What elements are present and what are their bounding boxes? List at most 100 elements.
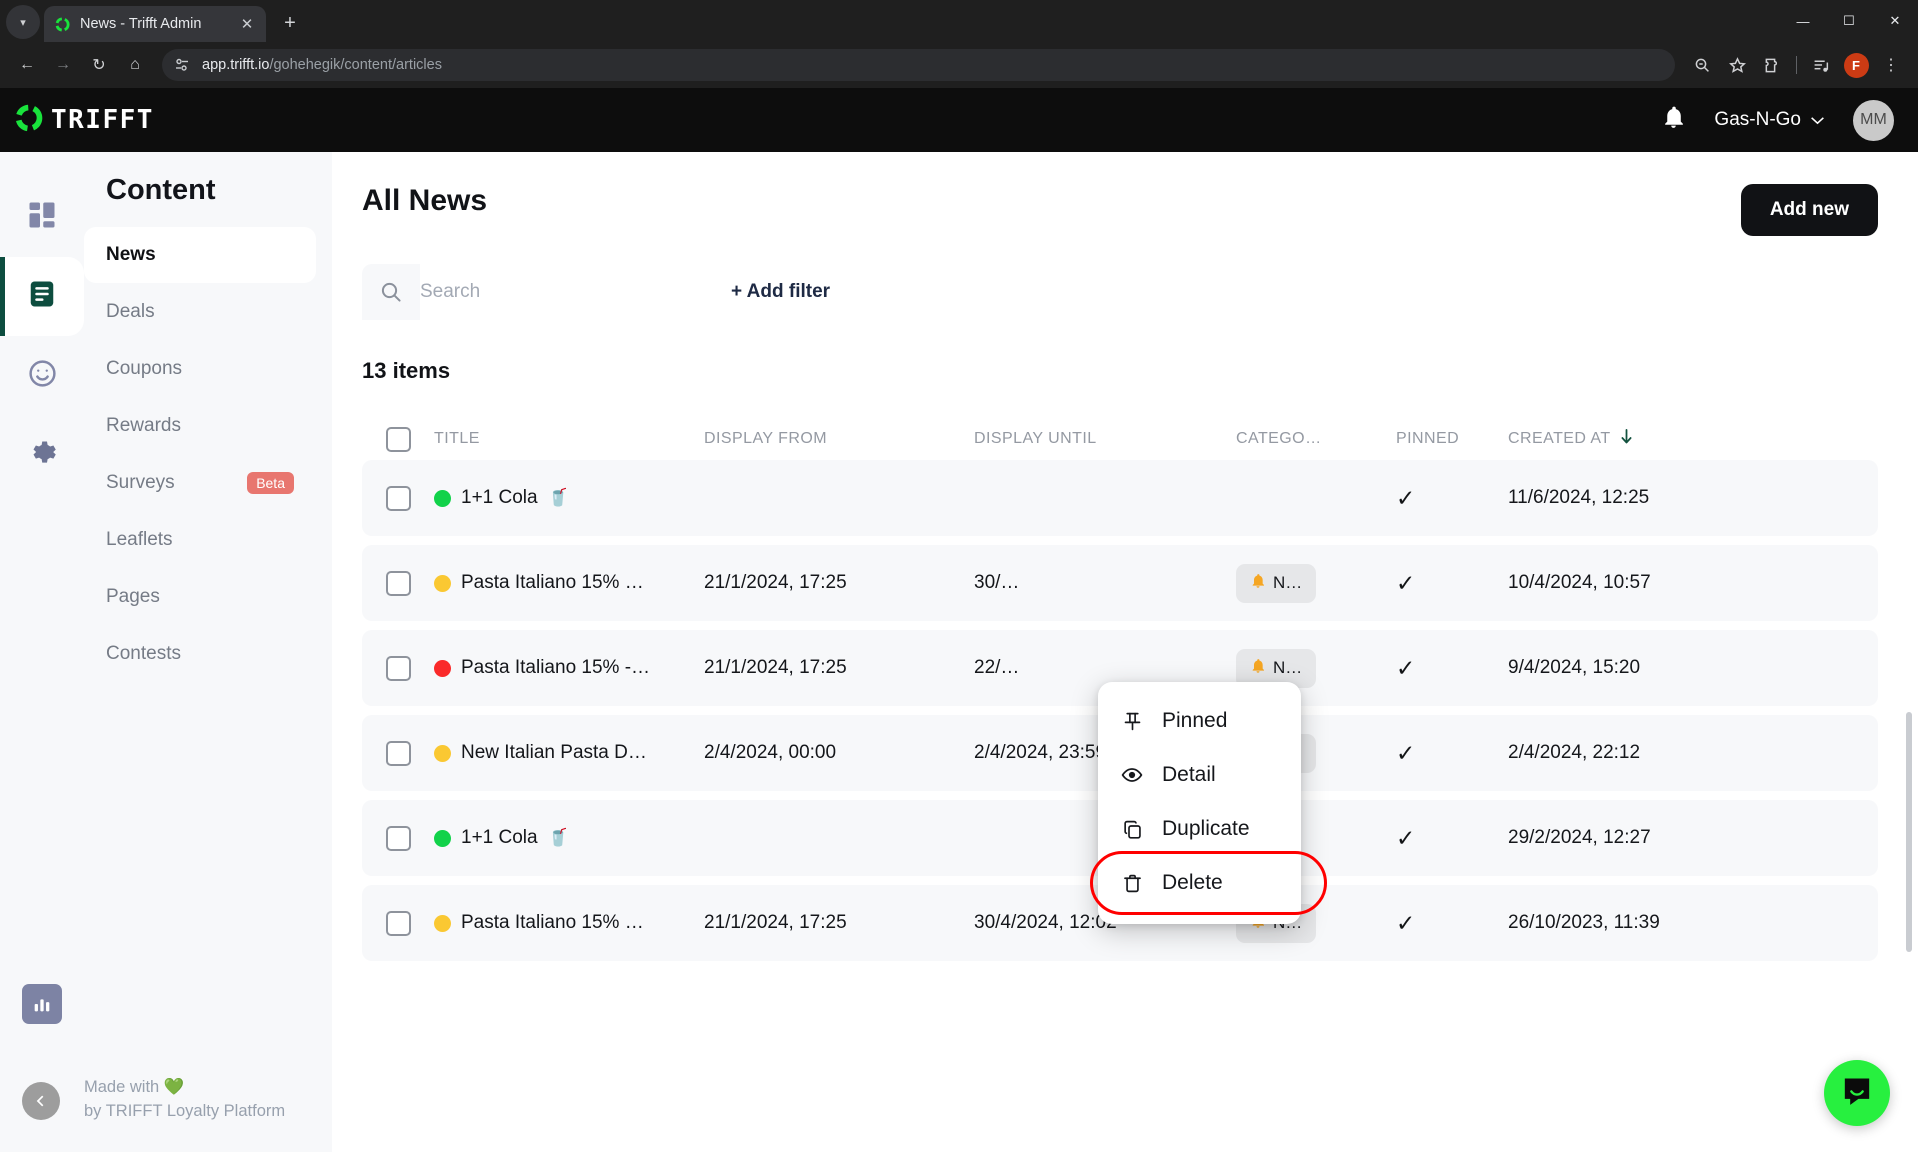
- context-menu-item-pinned[interactable]: Pinned: [1098, 694, 1301, 748]
- sidebar-item-pages[interactable]: Pages: [84, 569, 316, 625]
- row-checkbox[interactable]: [386, 910, 411, 936]
- column-header-title[interactable]: TITLE: [434, 430, 480, 447]
- rail-item-dashboard[interactable]: [0, 178, 84, 257]
- sidebar-item-leaflets[interactable]: Leaflets: [84, 512, 316, 568]
- column-header-created-at[interactable]: CREATED AT: [1508, 428, 1878, 450]
- home-icon[interactable]: ⌂: [130, 56, 140, 73]
- extensions-icon[interactable]: [1755, 48, 1789, 82]
- content-icon: [27, 279, 57, 314]
- row-checkbox[interactable]: [386, 825, 411, 851]
- sidebar-item-label: Rewards: [106, 415, 181, 436]
- avatar[interactable]: MM: [1853, 99, 1894, 141]
- sidebar-footer: Made with 💚 by TRIFFT Loyalty Platform: [0, 942, 332, 1152]
- context-menu-item-detail[interactable]: Detail: [1098, 748, 1301, 802]
- row-checkbox[interactable]: [386, 485, 411, 511]
- back-icon[interactable]: ←: [19, 56, 35, 73]
- footer-line-2: by TRIFFT Loyalty Platform: [84, 1101, 286, 1120]
- address-bar[interactable]: app.trifft.io/gohehegik/content/articles: [162, 49, 1675, 81]
- close-icon[interactable]: ✕: [240, 16, 254, 33]
- minimize-button[interactable]: —: [1796, 13, 1810, 29]
- profile-initial: F: [1843, 52, 1869, 78]
- category-chip: N…: [1236, 648, 1317, 688]
- sidebar-item-surveys[interactable]: Surveys Beta: [84, 455, 316, 511]
- window-close-button[interactable]: ✕: [1889, 13, 1901, 28]
- select-all-checkbox[interactable]: [386, 426, 411, 452]
- rail-item-audience[interactable]: [0, 336, 84, 415]
- row-display-until: 22/…: [974, 657, 1020, 678]
- row-select-cell[interactable]: [362, 740, 434, 766]
- app-header: TRIFFT Gas-N-Go MM: [0, 88, 1918, 152]
- browser-menu-icon[interactable]: ⋮: [1883, 57, 1899, 74]
- status-badge: Beta: [247, 472, 294, 494]
- table-row[interactable]: 1+1 Cola 🥤 ✓ 11/6/2024, 12:25: [362, 460, 1878, 536]
- zoom-icon[interactable]: [1685, 48, 1719, 82]
- row-checkbox[interactable]: [386, 740, 411, 766]
- reading-list-icon[interactable]: [1804, 48, 1838, 82]
- filter-bar: + Add filter: [362, 264, 1878, 320]
- sidebar-item-contests[interactable]: Contests: [84, 626, 316, 682]
- tab-search-icon[interactable]: ▾: [6, 5, 40, 39]
- row-emoji: 🥤: [547, 488, 569, 507]
- forward-icon[interactable]: →: [55, 56, 71, 73]
- column-header-display-until[interactable]: DISPLAY UNTIL: [974, 430, 1097, 447]
- add-new-button[interactable]: Add new: [1740, 184, 1878, 236]
- sidebar-item-rewards[interactable]: Rewards: [84, 398, 316, 454]
- row-checkbox[interactable]: [386, 655, 411, 681]
- brand-logo[interactable]: TRIFFT: [14, 103, 154, 138]
- application: TRIFFT Gas-N-Go MM: [0, 88, 1918, 1152]
- avatar-initials: MM: [1860, 111, 1887, 128]
- sidebar-collapse-button[interactable]: [22, 1082, 60, 1120]
- row-select-cell[interactable]: [362, 910, 434, 936]
- row-select-cell[interactable]: [362, 485, 434, 511]
- app-header-right: Gas-N-Go MM: [1661, 99, 1894, 141]
- status-dot-icon: [434, 659, 451, 677]
- row-title: Pasta Italiano 15% …: [461, 572, 644, 593]
- reload-icon[interactable]: ↻: [92, 57, 106, 74]
- context-menu-item-label: Duplicate: [1162, 817, 1250, 840]
- category-label: N…: [1273, 658, 1303, 677]
- table-scrollbar[interactable]: [1906, 712, 1912, 952]
- search-box[interactable]: [362, 264, 687, 320]
- column-header-category[interactable]: CATEGO…: [1236, 430, 1322, 447]
- url-path: /gohehegik/content/articles: [269, 57, 442, 73]
- rail-item-settings[interactable]: [0, 415, 84, 494]
- context-menu-item-delete[interactable]: Delete: [1090, 851, 1327, 915]
- intercom-chat-button[interactable]: [1824, 1060, 1890, 1126]
- status-dot-icon: [434, 744, 451, 762]
- row-display-from: 21/1/2024, 17:25: [704, 572, 847, 593]
- sidebar-item-news[interactable]: News: [84, 227, 316, 283]
- rail-item-content[interactable]: [0, 257, 84, 336]
- row-title: New Italian Pasta D…: [461, 742, 647, 763]
- table-row[interactable]: Pasta Italiano 15% … 21/1/2024, 17:25 30…: [362, 545, 1878, 621]
- row-select-cell[interactable]: [362, 570, 434, 596]
- context-menu-item-duplicate[interactable]: Duplicate: [1098, 802, 1301, 856]
- site-settings-icon[interactable]: [170, 53, 194, 77]
- column-header-created-at-label: CREATED AT: [1508, 430, 1611, 447]
- column-header-display-from[interactable]: DISPLAY FROM: [704, 430, 828, 447]
- profile-avatar[interactable]: F: [1839, 48, 1873, 82]
- row-context-menu: Pinned Detail Duplicate Delete: [1090, 682, 1327, 924]
- bookmark-star-icon[interactable]: [1720, 48, 1754, 82]
- column-header-pinned[interactable]: PINNED: [1396, 430, 1460, 447]
- sidebar-item-coupons[interactable]: Coupons: [84, 341, 316, 397]
- select-all-cell[interactable]: [362, 426, 434, 452]
- search-input[interactable]: [420, 264, 687, 320]
- new-tab-button[interactable]: +: [284, 11, 296, 34]
- row-checkbox[interactable]: [386, 570, 411, 596]
- row-display-from: 21/1/2024, 17:25: [704, 657, 847, 678]
- context-menu-item-label: Pinned: [1162, 709, 1228, 732]
- row-select-cell[interactable]: [362, 655, 434, 681]
- org-switcher[interactable]: Gas-N-Go: [1714, 109, 1825, 131]
- bell-icon[interactable]: [1661, 105, 1686, 135]
- row-title: Pasta Italiano 15% …: [461, 912, 644, 933]
- row-select-cell[interactable]: [362, 825, 434, 851]
- bar-chart-icon[interactable]: [22, 984, 62, 1024]
- row-title-cell: New Italian Pasta D…: [434, 742, 704, 764]
- check-icon: ✓: [1396, 569, 1416, 596]
- add-filter-button[interactable]: + Add filter: [731, 281, 831, 302]
- trash-icon: [1120, 873, 1144, 894]
- sidebar-item-deals[interactable]: Deals: [84, 284, 316, 340]
- copy-icon: [1120, 819, 1144, 840]
- browser-tab[interactable]: News - Trifft Admin ✕: [44, 6, 266, 42]
- maximize-button[interactable]: ☐: [1843, 13, 1855, 28]
